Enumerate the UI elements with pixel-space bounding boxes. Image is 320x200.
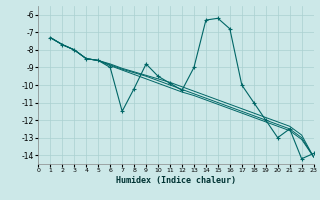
X-axis label: Humidex (Indice chaleur): Humidex (Indice chaleur) xyxy=(116,176,236,185)
